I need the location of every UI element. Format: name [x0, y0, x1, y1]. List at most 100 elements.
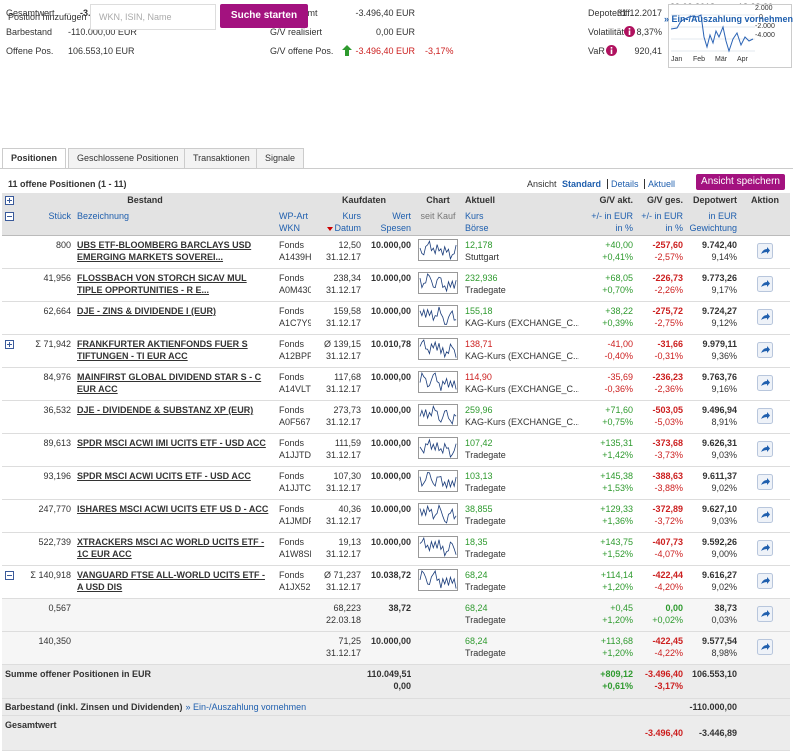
- icon-shape: [610, 49, 613, 54]
- search-button[interactable]: Suche starten: [220, 4, 308, 28]
- tab[interactable]: Geschlossene Positionen: [68, 148, 188, 168]
- cell: 103,13 Tradegate: [462, 466, 583, 500]
- cell: 10.000,00: [364, 532, 415, 566]
- icon-shape: [624, 26, 635, 37]
- cell-text: Fonds: [279, 438, 305, 448]
- position-name[interactable]: MAINFIRST GLOBAL DIVIDEND STAR S - C EUR…: [77, 372, 262, 394]
- cell-text: 31.12.17: [325, 648, 362, 658]
- cell-text: Fonds: [279, 504, 305, 514]
- sort-icon: [326, 227, 333, 231]
- cell: +135,31 +1,42%: [582, 433, 637, 467]
- position-name[interactable]: VANGUARD FTSE ALL-WORLD UCITS ETF - A US…: [77, 570, 265, 592]
- cell-text: KAG-Kurs (EXCHANGE_C...: [465, 351, 580, 361]
- action-button[interactable]: [757, 606, 774, 622]
- cell-text: -407,73: [652, 537, 684, 547]
- cell: 9.763,76 9,16%: [686, 367, 741, 401]
- view-option[interactable]: Aktuell: [644, 179, 675, 189]
- action-button[interactable]: [757, 309, 774, 325]
- deposit-link[interactable]: » Ein-/Auszahlung vornehmen: [664, 14, 793, 24]
- action-button[interactable]: [757, 573, 774, 589]
- cell-text: 9.577,54: [701, 636, 738, 646]
- position-name[interactable]: DJE - DIVIDENDE & SUBSTANZ XP (EUR): [77, 405, 254, 415]
- action-button[interactable]: [757, 375, 774, 391]
- position-name[interactable]: XTRACKERS MSCI AC WORLD UCITS ETF - 1C E…: [77, 537, 265, 559]
- head-cell: +/- in EUR in %: [636, 209, 687, 236]
- head-text: Depotwert: [693, 195, 738, 205]
- head-cell: +/- in EUR in %: [582, 209, 637, 236]
- head-text: WP-Art: [279, 211, 309, 221]
- cell-text: -2,36%: [654, 384, 684, 394]
- action-button[interactable]: [757, 507, 774, 523]
- position-row: 522,739 XTRACKERS MSCI AC WORLD UCITS ETF…: [2, 532, 791, 566]
- position-name[interactable]: SPDR MSCI ACWI UCITS ETF - USD ACC: [77, 471, 251, 481]
- cell-text: 31.12.17: [325, 417, 362, 427]
- totals-row: Summe offener Positionen in EUR 110.049,5…: [2, 664, 791, 699]
- head-text: +/- in EUR: [591, 211, 634, 221]
- tab[interactable]: Transaktionen: [184, 148, 259, 168]
- head-cell: Stück: [14, 209, 74, 236]
- cell: 9.773,26 9,17%: [686, 268, 741, 302]
- cell-text: 9,02%: [711, 582, 738, 592]
- cell-text: A1C7Y9: [279, 318, 312, 328]
- action-button[interactable]: [757, 639, 774, 655]
- cell-text: -3,17%: [654, 681, 684, 691]
- cell: -35,69 -0,36%: [582, 367, 637, 401]
- action-button[interactable]: [757, 276, 774, 292]
- head-text: WKN: [279, 223, 301, 233]
- cell-text: Fonds: [279, 405, 305, 415]
- cell: -226,73 -2,26%: [636, 268, 687, 302]
- cash-label: Barbestand (inkl. Zinsen und Dividenden): [5, 702, 183, 712]
- cell: +145,38 +1,53%: [582, 466, 637, 500]
- cell-text: A1W8SB: [279, 549, 311, 559]
- position-name[interactable]: UBS ETF-BLOOMBERG BARCLAYS USD EMERGING …: [77, 240, 252, 262]
- tab[interactable]: Signale: [256, 148, 305, 168]
- action-button[interactable]: [757, 474, 774, 490]
- cell-text: 10.000,00: [370, 372, 412, 382]
- tab[interactable]: Positionen: [2, 148, 67, 169]
- head-text: Bezeichnung: [77, 211, 130, 221]
- head-cell: [276, 193, 315, 209]
- view-option[interactable]: Standard: [562, 179, 602, 189]
- action-button[interactable]: [757, 540, 774, 556]
- cell: [740, 631, 791, 665]
- cell-text: Tradegate: [465, 450, 506, 460]
- cell: [414, 499, 463, 533]
- cell: +38,22 +0,39%: [582, 301, 637, 335]
- cell: 68,24 Tradegate: [462, 565, 583, 599]
- cell: 111,59 31.12.17: [314, 433, 365, 467]
- cell-text: 38,72: [388, 603, 412, 613]
- position-name[interactable]: SPDR MSCI ACWI IMI UCITS ETF - USD ACC: [77, 438, 266, 448]
- cell: [2, 235, 14, 269]
- position-name[interactable]: ISHARES MSCI ACWI UCITS ETF US D - ACC: [77, 504, 269, 514]
- cell: 10.010,78: [364, 334, 415, 368]
- cell-text: Fonds: [279, 372, 305, 382]
- icon-shape: [761, 412, 771, 419]
- action-button[interactable]: [757, 342, 774, 358]
- icon-shape: [419, 371, 457, 391]
- cell-text: -3,72%: [654, 516, 684, 526]
- cell-text: Tradegate: [465, 549, 506, 559]
- position-row: 62,664 DJE - ZINS & DIVIDENDE I (EUR) Fond…: [2, 301, 791, 335]
- head-cell: [2, 193, 14, 209]
- cell-text: -373,68: [652, 438, 684, 448]
- position-name[interactable]: FRANKFURTER AKTIENFONDS FUER S TIFTUNGEN…: [77, 339, 248, 361]
- cash-link[interactable]: » Ein-/Auszahlung vornehmen: [185, 702, 307, 712]
- head-text: Spesen: [380, 223, 412, 233]
- action-button[interactable]: [757, 441, 774, 457]
- cell: XTRACKERS MSCI AC WORLD UCITS ETF - 1C E…: [74, 532, 277, 566]
- view-option[interactable]: Details: [607, 179, 639, 189]
- save-view-button[interactable]: Ansicht speichern: [696, 174, 785, 190]
- cell: FLOSSBACH VON STORCH SICAV MUL TIPLE OPP…: [74, 268, 277, 302]
- cell-text: 9,14%: [711, 252, 738, 262]
- search-input[interactable]: WKN, ISIN, Name: [90, 4, 216, 30]
- action-button[interactable]: [757, 243, 774, 259]
- cell: 232,936 Tradegate: [462, 268, 583, 302]
- action-button[interactable]: [757, 408, 774, 424]
- tab-line: [0, 168, 793, 169]
- position-name[interactable]: DJE - ZINS & DIVIDENDE I (EUR): [77, 306, 217, 316]
- summary-label: Barbestand: [6, 27, 53, 37]
- cell: 40,36 31.12.17: [314, 499, 365, 533]
- position-name[interactable]: FLOSSBACH VON STORCH SICAV MUL TIPLE OPP…: [77, 273, 247, 295]
- cell: 138,71 KAG-Kurs (EXCHANGE_C...: [462, 334, 583, 368]
- cell: -3.496,40: [636, 715, 687, 751]
